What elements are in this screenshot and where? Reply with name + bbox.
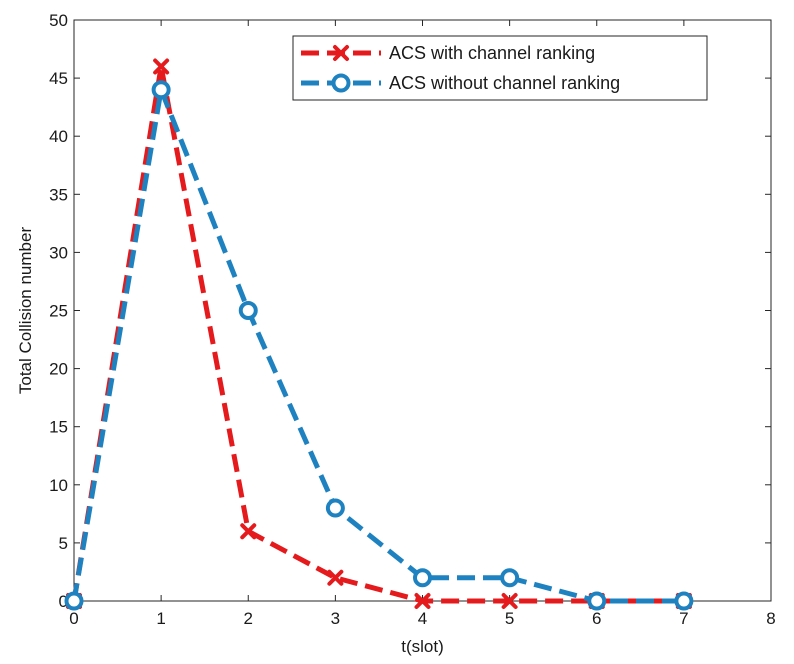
x-tick-label: 8 — [766, 609, 775, 628]
y-tick-label: 10 — [49, 476, 68, 495]
series-2-point — [413, 568, 432, 588]
legend-marker-1 — [333, 45, 349, 61]
y-tick-label: 20 — [49, 360, 68, 379]
series-2-point — [151, 80, 171, 100]
series-2-point — [64, 591, 84, 611]
y-axis-label: Total Collision number — [16, 227, 35, 395]
series-layer — [64, 58, 694, 611]
series-2-point — [325, 498, 345, 518]
series-2-point — [500, 568, 520, 588]
x-tick-label: 5 — [505, 609, 514, 628]
series-2-point — [238, 301, 258, 320]
x-tick-label: 2 — [244, 609, 253, 628]
y-tick-label: 0 — [59, 592, 68, 611]
x-tick-label: 3 — [331, 609, 340, 628]
y-tick-label: 30 — [49, 243, 68, 262]
plot-area — [73, 19, 772, 602]
series-1-point — [153, 58, 170, 75]
series-line-2 — [71, 87, 684, 604]
y-tick-label: 15 — [49, 418, 68, 437]
x-tick-label: 7 — [679, 609, 688, 628]
x-axis-label: t(slot) — [401, 637, 444, 656]
series-1-point — [327, 569, 344, 586]
series-1-point — [240, 523, 257, 540]
series-2-point — [674, 591, 694, 611]
legend-marker-2 — [331, 73, 351, 93]
legend: ACS with channel ranking ACS without chan… — [292, 35, 708, 101]
legend-label-1: ACS with channel ranking — [389, 43, 595, 63]
y-tick-label: 45 — [49, 69, 68, 88]
x-tick-label: 6 — [592, 609, 601, 628]
y-tick-label: 35 — [49, 185, 68, 204]
legend-label-2: ACS without channel ranking — [389, 73, 620, 93]
series-1-point — [414, 593, 431, 609]
y-tick-label: 40 — [49, 127, 68, 146]
series-2-point — [587, 591, 607, 611]
y-tick-label: 25 — [49, 302, 68, 321]
x-tick-label: 0 — [69, 609, 78, 628]
y-tick-label: 50 — [49, 11, 68, 30]
series-line-1 — [71, 63, 684, 604]
legend-box — [292, 35, 708, 101]
series-1-point — [501, 593, 518, 609]
y-tick-label: 5 — [59, 534, 68, 553]
x-tick-label: 1 — [156, 609, 165, 628]
x-tick-label: 4 — [418, 609, 427, 628]
axes-box — [73, 19, 772, 602]
